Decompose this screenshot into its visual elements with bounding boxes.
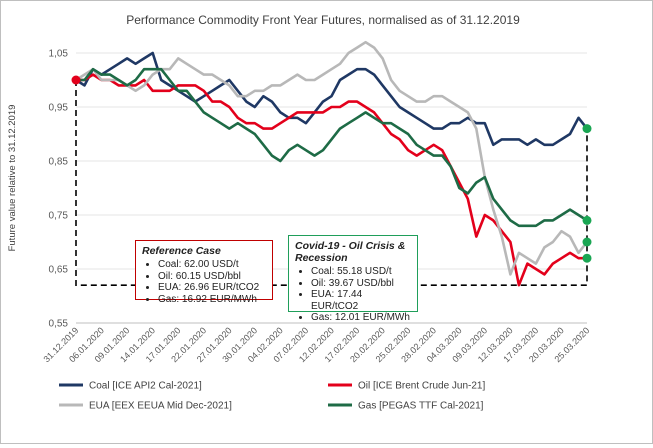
series-line-4 [74, 67, 589, 228]
series-endpoint-marker [582, 215, 592, 225]
reference-gas: Gas: 16.92 EUR/MWh [158, 294, 266, 306]
y-tick-label: 1,05 [49, 49, 69, 60]
series-line-1 [74, 51, 589, 147]
legend-entry: Gas [PEGAS TTF Cal-2021] [358, 401, 484, 412]
covid-coal: Coal: 55.18 USD/t [311, 266, 411, 278]
covid-scenario-box: Covid-19 - Oil Crisis & Recession Coal: … [288, 235, 418, 323]
y-tick-label: 0,65 [49, 265, 69, 276]
y-tick-label: 0,85 [49, 157, 69, 168]
series-line-2 [74, 73, 589, 287]
y-tick-label: 0,75 [49, 211, 69, 222]
reference-case-title: Reference Case [142, 245, 221, 257]
reference-oil: Oil: 60.15 USD/bbl [158, 271, 266, 283]
chart-title: Performance Commodity Front Year Futures… [126, 13, 520, 27]
reference-coal: Coal: 62.00 USD/t [158, 259, 266, 271]
covid-gas: Gas: 12.01 EUR/MWh [311, 312, 411, 324]
series-endpoint-marker [582, 124, 592, 134]
reference-eua: EUA: 26.96 EUR/tCO2 [158, 282, 266, 294]
legend-entry: Coal [ICE API2 Cal-2021] [89, 381, 202, 392]
y-tick-label: 0,95 [49, 103, 69, 114]
covid-oil: Oil: 39.67 USD/bbl [311, 278, 411, 290]
series-endpoint-marker [582, 253, 592, 263]
y-tick-label: 0,55 [49, 319, 69, 330]
series-endpoint-marker [582, 237, 592, 247]
legend-entry: EUA [EEX EEUA Mid Dec-2021] [89, 401, 232, 412]
y-axis-label: Future value relative to 31.12.2019 [7, 105, 18, 252]
covid-scenario-title: Covid-19 - Oil Crisis & Recession [295, 240, 406, 264]
covid-eua: EUA: 17.44 EUR/tCO2 [311, 289, 411, 312]
series-start-marker [71, 75, 81, 85]
legend-entry: Oil [ICE Brent Crude Jun-21] [358, 381, 485, 392]
reference-case-box: Reference Case Coal: 62.00 USD/t Oil: 60… [135, 240, 273, 305]
